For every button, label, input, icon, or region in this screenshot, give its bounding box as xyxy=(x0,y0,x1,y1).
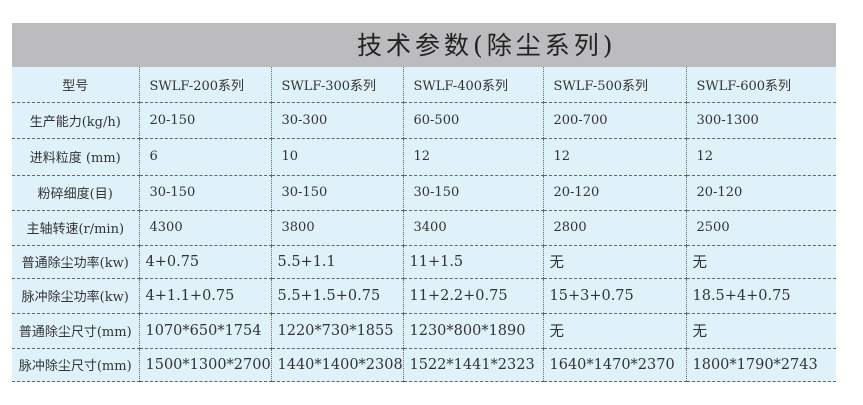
table-cell: 30-150 xyxy=(403,175,544,211)
row-label: 进料粒度 (mm) xyxy=(12,138,140,176)
row-label: 型号 xyxy=(12,67,140,103)
table-cell: SWLF-600系列 xyxy=(686,67,836,103)
table-cell: 15+3+0.75 xyxy=(543,278,687,314)
table-cell: 无 xyxy=(543,245,687,279)
table-cell: 1440*1400*2308 xyxy=(271,348,404,382)
table-cell: 1230*800*1890 xyxy=(403,313,544,349)
row-label: 普通除尘功率(kw) xyxy=(12,245,140,279)
table-row: 粉碎细度(目) 30-150 30-150 30-150 20-120 20-120 xyxy=(12,175,836,211)
table-cell: 无 xyxy=(543,313,687,349)
table-cell: 1220*730*1855 xyxy=(271,313,404,349)
table-row: 主轴转速(r/min) 4300 3800 3400 2800 2500 xyxy=(12,210,836,246)
row-label: 普通除尘尺寸(mm) xyxy=(12,313,140,349)
table-cell: 4+0.75 xyxy=(139,245,272,279)
table-cell: 18.5+4+0.75 xyxy=(686,278,836,314)
table-cell: 30-150 xyxy=(271,175,404,211)
table-cell: 5.5+1.5+0.75 xyxy=(271,278,404,314)
table-cell: 10 xyxy=(271,138,404,176)
table-cell: 12 xyxy=(543,138,687,176)
table-cell: 2800 xyxy=(543,210,687,246)
table-cell: 5.5+1.1 xyxy=(271,245,404,279)
table-cell: 4300 xyxy=(139,210,272,246)
table-cell: 无 xyxy=(686,313,836,349)
spec-table: 型号 SWLF-200系列 SWLF-300系列 SWLF-400系列 SWLF-500… xyxy=(12,67,836,382)
row-label: 主轴转速(r/min) xyxy=(12,210,140,246)
table-cell: 12 xyxy=(686,138,836,176)
table-cell: 6 xyxy=(139,138,272,176)
row-label: 脉冲除尘尺寸(mm) xyxy=(12,348,140,382)
row-label: 脉冲除尘功率(kw) xyxy=(12,278,140,314)
row-label: 生产能力(kg/h) xyxy=(12,102,140,139)
header-row: 型号 SWLF-200系列 SWLF-300系列 SWLF-400系列 SWLF-500… xyxy=(12,67,836,103)
table-cell: 3400 xyxy=(403,210,544,246)
table-cell: 11+1.5 xyxy=(403,245,544,279)
table-cell: 1070*650*1754 xyxy=(139,313,272,349)
table-cell: 20-150 xyxy=(139,102,272,139)
table-cell: 1800*1790*2743 xyxy=(686,348,836,382)
table-cell: 200-700 xyxy=(543,102,687,139)
table-cell: 无 xyxy=(686,245,836,279)
table-row: 普通除尘功率(kw) 4+0.75 5.5+1.1 11+1.5 无无 xyxy=(12,245,836,279)
table-cell: 30-300 xyxy=(271,102,404,139)
table-cell: 1640*1470*2370 xyxy=(543,348,687,382)
table-cell: 30-150 xyxy=(139,175,272,211)
table-cell: 20-120 xyxy=(686,175,836,211)
table-row: 脉冲除尘尺寸(mm) 1500*1300*2700 1440*1400*2308 15… xyxy=(12,348,836,382)
table-cell: 1522*1441*2323 xyxy=(403,348,544,382)
table-cell: 12 xyxy=(403,138,544,176)
row-label: 粉碎细度(目) xyxy=(12,175,140,211)
table-cell: 1500*1300*2700 xyxy=(139,348,272,382)
table-cell: 300-1300 xyxy=(686,102,836,139)
table-cell: SWLF-400系列 xyxy=(403,67,544,103)
table-cell: 3800 xyxy=(271,210,404,246)
spec-table-container: 技术参数(除尘系列) 型号 SWLF-200系列 SWLF-300系列 SWLF-40… xyxy=(12,23,836,382)
table-title: 技术参数(除尘系列) xyxy=(12,23,836,67)
table-cell: SWLF-500系列 xyxy=(543,67,687,103)
table-row: 进料粒度 (mm) 6 10 12 12 12 xyxy=(12,138,836,176)
table-row: 脉冲除尘功率(kw) 4+1.1+0.75 5.5+1.5+0.75 11+2.2+0… xyxy=(12,278,836,314)
table-cell: 2500 xyxy=(686,210,836,246)
table-cell: SWLF-200系列 xyxy=(139,67,272,103)
table-row: 生产能力(kg/h) 20-150 30-300 60-500 200-700 300-1… xyxy=(12,102,836,139)
table-cell: 20-120 xyxy=(543,175,687,211)
table-row: 普通除尘尺寸(mm) 1070*650*1754 1220*730*1855 1230… xyxy=(12,313,836,349)
table-cell: 4+1.1+0.75 xyxy=(139,278,272,314)
table-cell: 60-500 xyxy=(403,102,544,139)
table-cell: 11+2.2+0.75 xyxy=(403,278,544,314)
table-cell: SWLF-300系列 xyxy=(271,67,404,103)
